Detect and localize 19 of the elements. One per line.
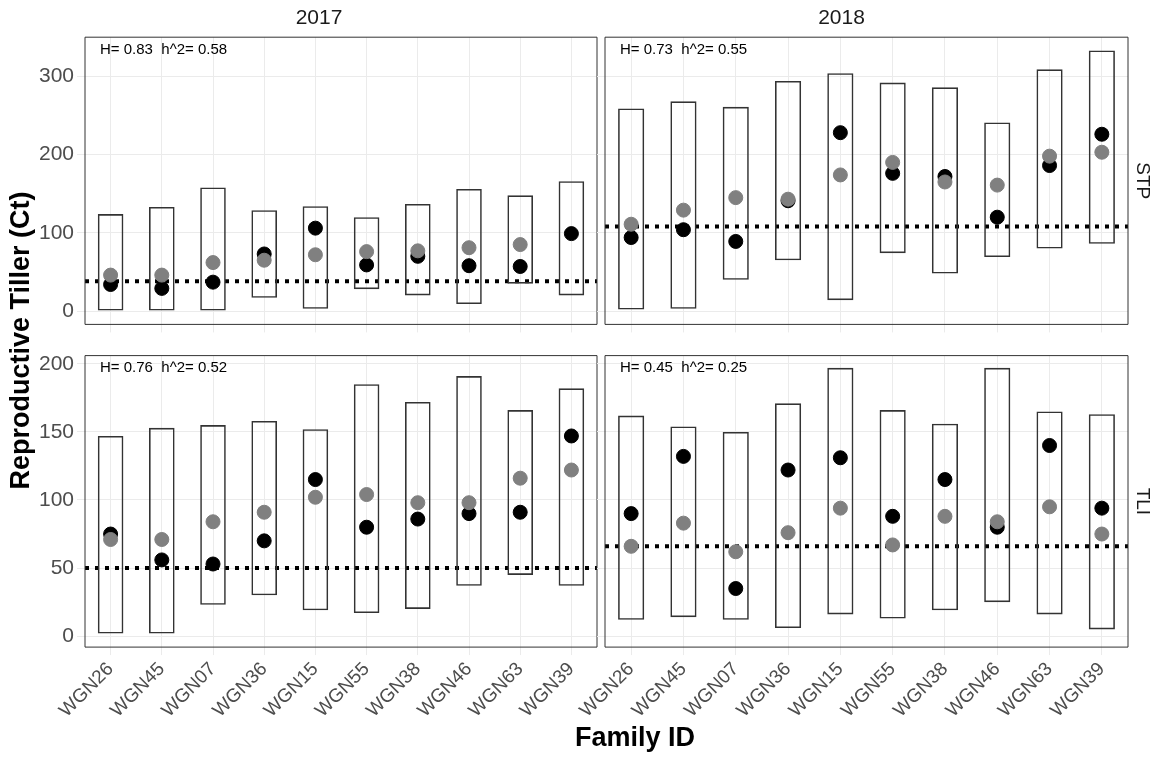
y-tick-label: 200 <box>38 141 74 165</box>
y-tick-label: 100 <box>38 486 74 510</box>
y-tick-label: 0 <box>62 297 74 321</box>
y2-axis-title: STP <box>1132 162 1154 200</box>
chart-title: 2018 <box>818 5 865 29</box>
y-tick-label: 100 <box>38 219 74 243</box>
chart-title: 2017 <box>295 5 343 29</box>
y-tick-label: 150 <box>38 418 74 442</box>
annotation: H= 0.45 h^2= 0.25 <box>620 358 748 376</box>
annotation: H= 0.73 h^2= 0.55 <box>620 39 748 57</box>
annotation: H= 0.76 h^2= 0.52 <box>100 358 228 376</box>
annotation: H= 0.83 h^2= 0.58 <box>100 39 228 57</box>
y-tick-label: 300 <box>38 63 74 87</box>
y-tick-label: 0 <box>62 623 74 646</box>
y-axis-title: Reproductive Tiller (Ct) <box>4 190 36 492</box>
x-axis-title: Family ID <box>573 722 696 753</box>
y-tick-label: 50 <box>50 554 74 578</box>
y2-axis-title: TLI <box>1132 487 1154 516</box>
y-tick-label: 200 <box>38 350 74 374</box>
